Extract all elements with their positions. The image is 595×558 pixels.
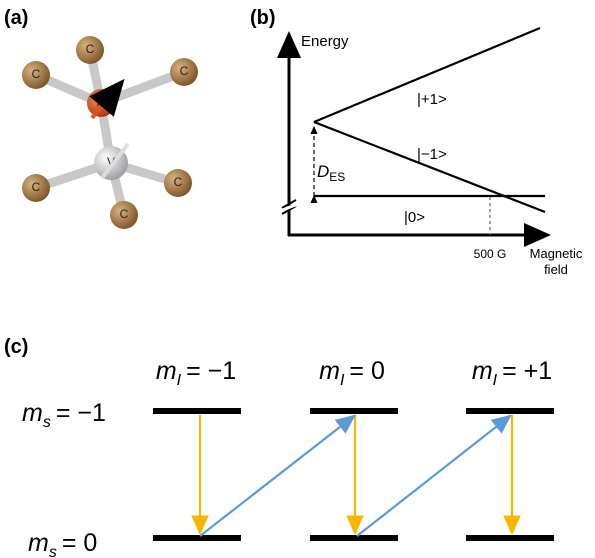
transitions [200, 415, 512, 536]
level-label: |−1> [417, 146, 447, 163]
crossing-label: 500 G [474, 247, 507, 261]
energy-levels [314, 28, 545, 212]
atom-label: C [32, 67, 41, 81]
axis-label: field [544, 262, 568, 277]
state-label: ms= −1 [22, 399, 106, 431]
state-labels: mI= −1 mI= 0 mI= +1 ms= −1 ms= 0 [22, 357, 552, 558]
panel-label: (a) [4, 7, 28, 29]
atom-label: C [180, 64, 189, 78]
level-label: |0> [404, 209, 425, 226]
panel-label: (c) [4, 336, 28, 358]
panel-label: (b) [250, 7, 276, 29]
state-label: mI= 0 [319, 357, 385, 389]
atom-label: C [174, 175, 183, 189]
axis-label: Energy [301, 33, 349, 50]
splitting-label: DES [317, 162, 345, 184]
state-label: ms= 0 [28, 529, 97, 558]
bonds [36, 50, 184, 215]
figure: (a) CCCNVCCC (b) Energy |+1> |−1> |0> DE… [0, 0, 595, 558]
atom-label: C [120, 207, 129, 221]
axis-label: Magnetic [530, 246, 583, 261]
atom-label: C [32, 180, 41, 194]
state-label: mI= −1 [156, 357, 236, 389]
level-label: |+1> [417, 91, 447, 108]
atom-label: C [86, 42, 95, 56]
state-label: mI= +1 [472, 357, 552, 389]
axes [282, 34, 548, 236]
